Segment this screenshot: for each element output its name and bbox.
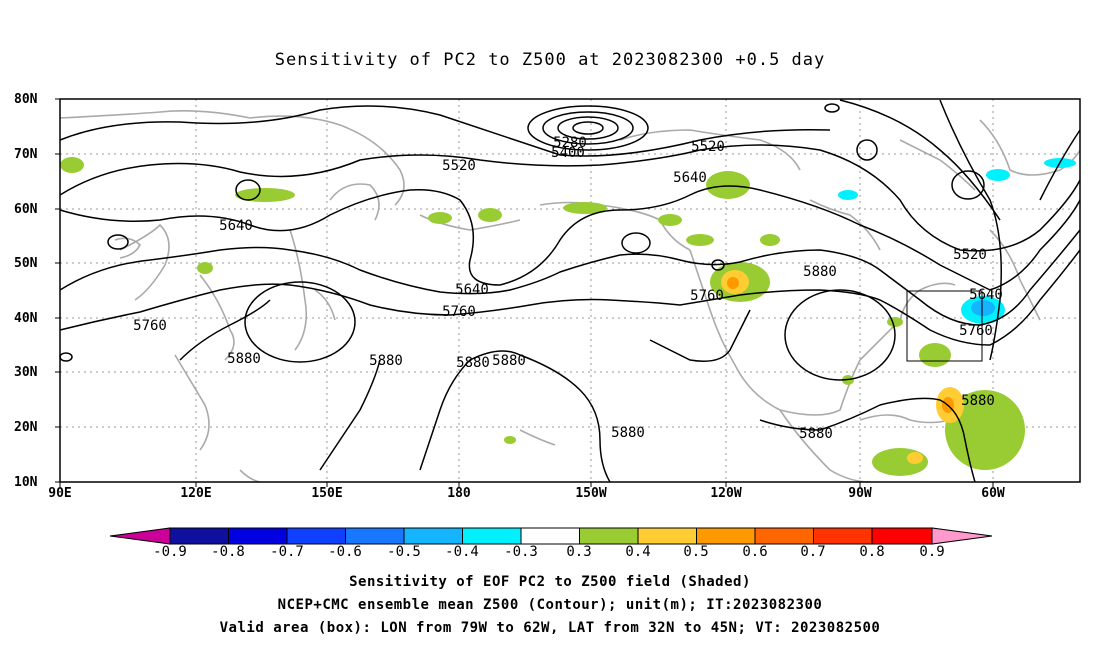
colorbar-tick-label: 0.7	[800, 544, 826, 560]
positive-patch	[428, 212, 452, 224]
contour-label: 5640	[673, 170, 707, 186]
contour-label: 5880	[799, 426, 833, 442]
footer-line-3: Valid area (box): LON from 79W to 62W, L…	[219, 620, 881, 636]
contour-label: 5880	[803, 264, 837, 280]
contour-label: 5760	[133, 318, 167, 334]
positive-patch	[727, 277, 739, 289]
colorbar-cell	[637, 527, 697, 545]
colorbar-cell	[579, 527, 639, 545]
tick-marks	[55, 98, 994, 487]
lat-label: 30N	[14, 365, 38, 380]
contour-label: 5760	[442, 304, 476, 320]
graticule	[60, 99, 1080, 482]
contour-label: 5640	[219, 218, 253, 234]
lon-label: 150E	[311, 486, 343, 501]
lon-label: 90W	[848, 486, 872, 501]
colorbar-cell	[286, 527, 346, 545]
colorbar-tick-label: 0.5	[683, 544, 709, 560]
lat-label: 20N	[14, 420, 38, 435]
colorbar-cell	[228, 527, 288, 545]
lon-label: 90E	[48, 486, 72, 501]
lat-label: 70N	[14, 147, 38, 162]
lat-label: 60N	[14, 202, 38, 217]
contour-label: 5760	[690, 288, 724, 304]
colorbar-cell	[813, 527, 873, 545]
colorbar-tick-label: 0.4	[625, 544, 651, 560]
positive-patch	[60, 157, 84, 173]
contour-label: 5880	[492, 353, 526, 369]
colorbar-tick-label: -0.7	[270, 544, 304, 560]
lat-label: 50N	[14, 256, 38, 271]
colorbar-tick-label: -0.9	[153, 544, 187, 560]
contour-label: 5880	[456, 355, 490, 371]
positive-patch	[945, 390, 1025, 470]
lon-label: 60W	[981, 486, 1005, 501]
positive-patch	[760, 234, 780, 246]
z500-contours	[59, 99, 1081, 483]
positive-patch	[197, 262, 213, 274]
colorbar-tick-label: -0.8	[211, 544, 245, 560]
contour-label: 5400	[551, 145, 585, 161]
positive-patch	[478, 208, 502, 222]
lat-label: 40N	[14, 311, 38, 326]
colorbar-over-arrow	[931, 527, 993, 545]
negative-patch	[838, 190, 858, 200]
colorbar-cell	[520, 527, 580, 545]
negative-patch	[986, 169, 1010, 181]
lon-label: 150W	[575, 486, 607, 501]
colorbar-tick-label: -0.6	[328, 544, 362, 560]
lon-label: 120W	[710, 486, 742, 501]
colorbar-cell	[462, 527, 522, 545]
positive-patch	[907, 452, 923, 464]
colorbar-cell	[169, 527, 229, 545]
lat-label: 80N	[14, 92, 38, 107]
colorbar-tick-label: 0.3	[566, 544, 592, 560]
colorbar-tick-label: 0.6	[742, 544, 768, 560]
positive-patch	[919, 343, 951, 367]
footer-line-1: Sensitivity of EOF PC2 to Z500 field (Sh…	[349, 574, 751, 590]
positive-patch	[686, 234, 714, 246]
colorbar-tick-label: -0.3	[504, 544, 538, 560]
positive-patch	[504, 436, 516, 444]
colorbar-tick-label: 0.9	[919, 544, 945, 560]
contour-label: 5880	[227, 351, 261, 367]
colorbar-tick-label: -0.4	[445, 544, 479, 560]
positive-patch	[706, 171, 750, 199]
positive-patch	[887, 317, 903, 327]
contour-label: 5640	[969, 287, 1003, 303]
colorbar-cell	[403, 527, 463, 545]
contour-label: 5640	[455, 282, 489, 298]
contour-label: 5520	[442, 158, 476, 174]
colorbar-cell	[754, 527, 814, 545]
contour-label: 5880	[961, 393, 995, 409]
lon-label: 180	[447, 486, 471, 501]
contour-labels: 5280 5400 5520 5520 5640 5640 5640 5520 …	[133, 135, 1003, 442]
colorbar-cell	[696, 527, 756, 545]
footer-line-2: NCEP+CMC ensemble mean Z500 (Contour); u…	[277, 597, 823, 613]
colorbar-cell	[345, 527, 405, 545]
contour-label: 5520	[953, 247, 987, 263]
colorbar-cell	[871, 527, 933, 545]
contour-label: 5760	[959, 323, 993, 339]
coastlines	[59, 110, 1081, 483]
contour-label: 5880	[611, 425, 645, 441]
positive-patch	[658, 214, 682, 226]
lon-label: 120E	[180, 486, 212, 501]
contour-label: 5880	[369, 353, 403, 369]
map-frame	[59, 98, 1081, 483]
colorbar	[109, 527, 993, 545]
colorbar-tick-label: 0.8	[859, 544, 885, 560]
negative-patch	[971, 300, 995, 316]
sensitivity-shading	[60, 157, 1076, 476]
lat-label: 10N	[14, 475, 38, 490]
positive-patch	[235, 188, 295, 202]
valid-area-box	[906, 290, 983, 362]
positive-patch	[563, 202, 607, 214]
contour-label: 5520	[691, 139, 725, 155]
map-title: Sensitivity of PC2 to Z500 at 2023082300…	[274, 50, 826, 70]
colorbar-under-arrow	[109, 527, 171, 545]
contour-label: 5280	[553, 135, 587, 151]
colorbar-tick-label: -0.5	[387, 544, 421, 560]
